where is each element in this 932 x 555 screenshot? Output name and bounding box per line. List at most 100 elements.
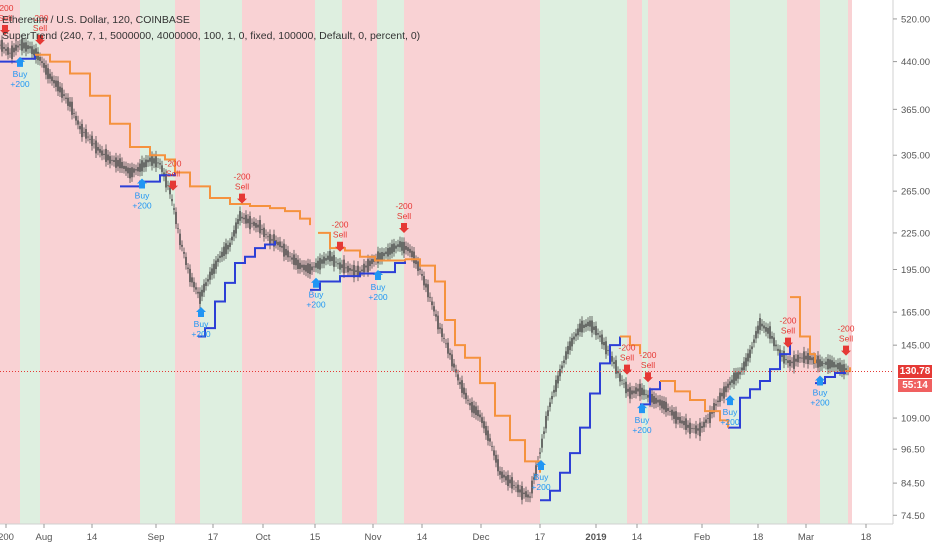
candle-body: [635, 387, 637, 394]
candle-body: [787, 360, 789, 364]
candle-body: [493, 450, 495, 456]
candle-body: [823, 363, 825, 364]
x-tick-label: 17: [208, 532, 219, 543]
candle-body: [161, 165, 163, 172]
candle-body: [99, 148, 101, 153]
candle-body: [423, 276, 425, 286]
candle-body: [177, 227, 179, 229]
candle-body: [637, 388, 639, 392]
x-tick-label: 14: [632, 532, 643, 543]
candle-body: [117, 159, 119, 167]
candle-body: [357, 265, 359, 277]
buy-label: Buy: [635, 415, 650, 425]
sell-label: Sell: [397, 211, 411, 221]
sell-amount: -200: [0, 3, 14, 13]
candle-body: [83, 131, 85, 133]
supertrend-down-line: [318, 231, 406, 262]
sell-arrow-icon: [643, 372, 653, 383]
candle-body: [509, 479, 511, 484]
candle-body: [585, 323, 587, 328]
sell-amount: -200: [233, 172, 250, 182]
candle-body: [0, 44, 1, 46]
supertrend-up-line: [728, 341, 791, 429]
buy-signal: Buy+200: [191, 307, 211, 339]
candle-body: [701, 426, 703, 428]
candle-body: [65, 97, 67, 99]
candle-body: [599, 335, 601, 338]
candle-body: [615, 360, 617, 374]
candle-body: [351, 269, 353, 271]
y-tick-label: 365.00: [901, 105, 930, 116]
trade-signals: -200SellBuy+200-200SellBuy+200-200SellBu…: [0, 3, 855, 492]
candle-body: [725, 386, 727, 393]
buy-label: Buy: [534, 472, 549, 482]
candle-body: [17, 45, 19, 48]
y-tick-label: 96.50: [901, 445, 925, 456]
band-green: [140, 0, 175, 524]
candle-body: [409, 248, 411, 253]
candle-body: [835, 364, 837, 368]
candle-body: [613, 361, 615, 364]
candle-body: [389, 247, 391, 255]
candle-body: [377, 251, 379, 264]
candle-body: [179, 233, 181, 246]
buy-arrow-icon: [536, 459, 546, 470]
band-green: [377, 0, 404, 524]
candle-body: [411, 250, 413, 258]
candle-body: [463, 387, 465, 395]
candle-body: [303, 264, 305, 271]
candle-body: [289, 256, 291, 258]
candle-body: [605, 341, 607, 355]
candle-body: [529, 496, 531, 498]
candle-body: [843, 364, 845, 375]
y-tick-label: 265.00: [901, 187, 930, 198]
candle-body: [183, 252, 185, 254]
band-red: [648, 0, 730, 524]
y-tick-label: 165.00: [901, 308, 930, 319]
band-red: [848, 0, 852, 524]
candle-body: [623, 383, 625, 385]
candle-body: [675, 411, 677, 424]
candle-body: [53, 80, 55, 84]
candle-body: [7, 47, 9, 55]
candle-body: [487, 430, 489, 441]
candle-body: [283, 243, 285, 257]
candle-body: [355, 270, 357, 272]
candle-body: [213, 263, 215, 274]
candle-body: [167, 185, 169, 187]
supertrend-down-line: [660, 380, 729, 428]
candle-body: [439, 327, 441, 330]
candle-body: [159, 163, 161, 165]
candle-body: [591, 320, 593, 333]
candle-body: [41, 61, 43, 63]
candle-body: [577, 328, 579, 336]
candle-body: [233, 230, 235, 237]
candle-body: [469, 403, 471, 406]
supertrend-down-line: [790, 296, 816, 364]
sell-arrow-icon: [237, 193, 247, 204]
sell-label: Sell: [0, 13, 12, 23]
candle-body: [841, 364, 843, 373]
candle-body: [517, 484, 519, 493]
sell-arrow-icon: [335, 241, 345, 252]
candle-body: [555, 379, 557, 392]
candle-body: [735, 372, 737, 381]
sell-label: Sell: [641, 360, 655, 370]
supertrend-up-line: [640, 381, 661, 406]
candle-body: [801, 357, 803, 359]
candle-body: [331, 256, 333, 262]
candle-body: [639, 383, 641, 397]
candle-body: [633, 390, 635, 394]
candle-body: [87, 136, 89, 138]
buy-label: Buy: [13, 69, 28, 79]
candle-body: [19, 44, 21, 46]
x-tick-label: Feb: [694, 532, 710, 543]
candle-body: [553, 389, 555, 393]
sell-label: Sell: [781, 326, 795, 336]
buy-amount: +200: [368, 292, 387, 302]
